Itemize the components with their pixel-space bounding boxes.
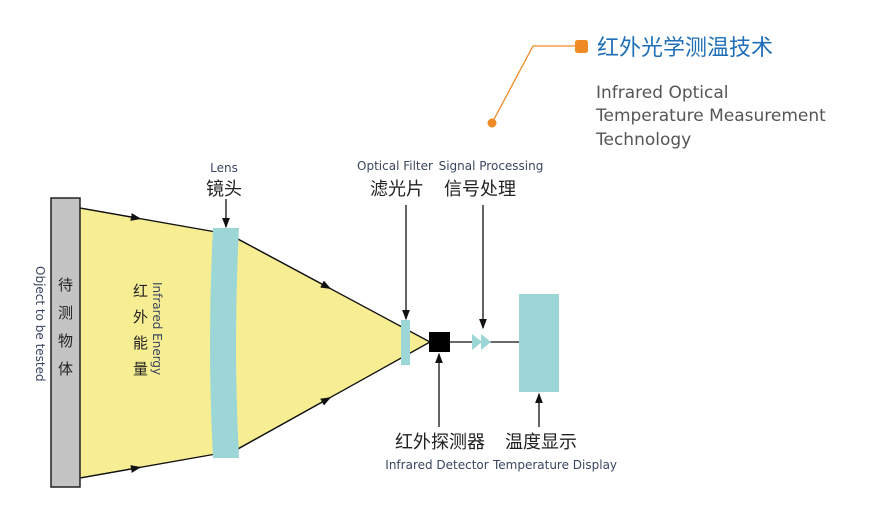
energy-label-cn: 红 外 能 量 xyxy=(133,282,148,378)
title-cn: 红外光学测温技术 xyxy=(597,36,773,61)
infrared-detector xyxy=(429,332,450,352)
callout-dot xyxy=(487,118,497,128)
subtitle-line-1: Infrared Optical xyxy=(596,83,729,103)
temperature-display xyxy=(519,294,559,392)
optical-filter xyxy=(401,320,410,365)
filter-label-en: Optical Filter xyxy=(357,159,433,173)
lens-label-en: Lens xyxy=(210,161,238,175)
svg-text:能: 能 xyxy=(133,334,148,352)
signal-label-cn: 信号处理 xyxy=(444,179,516,200)
svg-text:红: 红 xyxy=(133,282,148,300)
callout-square xyxy=(575,40,588,53)
object-label-cn: 待 测 物 体 xyxy=(58,276,73,378)
callout-line xyxy=(491,45,578,124)
svg-text:测: 测 xyxy=(58,304,73,322)
subtitle-line-2: Temperature Measurement xyxy=(595,106,826,126)
svg-text:物: 物 xyxy=(58,332,73,350)
svg-text:量: 量 xyxy=(133,360,148,378)
svg-text:外: 外 xyxy=(133,308,148,326)
energy-label-en: Infrared Energy xyxy=(150,282,164,375)
display-label-en: Temperature Display xyxy=(492,458,617,472)
subtitle-line-3: Technology xyxy=(595,130,691,150)
display-label-cn: 温度显示 xyxy=(505,432,577,453)
detector-label-cn: 红外探测器 xyxy=(395,432,485,453)
signal-processing-amplifier xyxy=(472,334,482,350)
object-label-en: Object to be tested xyxy=(33,266,47,382)
infrared-beam-right xyxy=(236,238,430,450)
lens xyxy=(210,228,239,458)
signal-label-en: Signal Processing xyxy=(439,159,544,173)
svg-text:待: 待 xyxy=(58,276,73,294)
detector-label-en: Infrared Detector xyxy=(385,458,488,472)
svg-text:体: 体 xyxy=(58,360,73,378)
filter-label-cn: 滤光片 xyxy=(370,179,424,200)
object-to-be-tested xyxy=(50,197,81,488)
lens-label-cn: 镜头 xyxy=(206,179,242,200)
infrared-beam-left xyxy=(80,208,216,478)
